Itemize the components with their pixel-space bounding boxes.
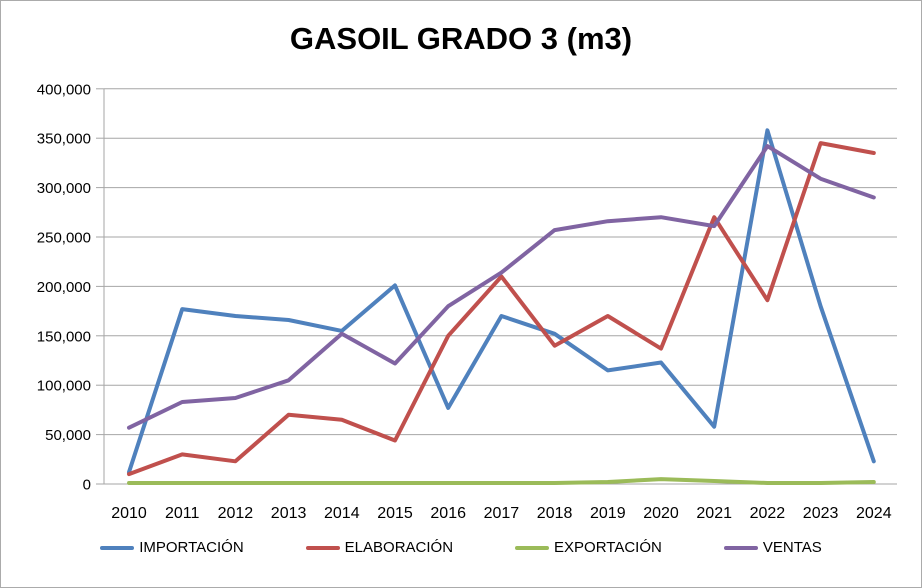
y-axis-label: 100,000 — [37, 378, 91, 395]
chart-legend: IMPORTACIÓN ELABORACIÓN EXPORTACIÓN VENTAS — [1, 539, 921, 556]
legend-label: ELABORACIÓN — [344, 539, 454, 556]
series-line-elaboración — [127, 141, 876, 477]
legend-item-exportación: EXPORTACIÓN — [515, 539, 662, 556]
legend-label: VENTAS — [762, 539, 822, 556]
x-axis-label: 2018 — [537, 505, 573, 522]
x-axis-label: 2020 — [643, 505, 679, 522]
x-axis-label: 2024 — [856, 505, 892, 522]
x-axis-label: 2022 — [750, 505, 786, 522]
x-axis-label: 2021 — [696, 505, 732, 522]
x-axis-label: 2012 — [218, 505, 254, 522]
chart-title: GASOIL GRADO 3 (m3) — [289, 21, 633, 56]
legend-swatch-importación — [100, 545, 135, 550]
legend-label: IMPORTACIÓN — [139, 539, 244, 556]
y-axis-label: 50,000 — [45, 427, 91, 444]
x-axis-label: 2019 — [590, 505, 626, 522]
y-axis-label: 300,000 — [37, 180, 91, 197]
x-axis-label: 2010 — [111, 505, 147, 522]
y-axis-label: 250,000 — [37, 230, 91, 247]
series-line-ventas — [127, 144, 876, 430]
x-axis-label: 2015 — [377, 505, 413, 522]
y-axis-label: 350,000 — [37, 131, 91, 148]
x-axis-label: 2014 — [324, 505, 360, 522]
legend-swatch-elaboración — [305, 545, 340, 550]
series-line-exportación — [127, 477, 876, 485]
series-line-importación — [127, 128, 876, 475]
legend-swatch-exportación — [515, 545, 550, 550]
legend-item-ventas: VENTAS — [723, 539, 822, 556]
legend-label: EXPORTACIÓN — [554, 539, 662, 556]
y-axis-label: 0 — [83, 477, 91, 494]
x-axis-label: 2017 — [484, 505, 520, 522]
y-axis-label: 150,000 — [37, 328, 91, 345]
x-axis-label: 2023 — [803, 505, 839, 522]
x-axis-label: 2011 — [165, 505, 200, 522]
legend-item-importación: IMPORTACIÓN — [100, 539, 244, 556]
legend-item-elaboración: ELABORACIÓN — [305, 539, 454, 556]
x-axis-label: 2016 — [430, 505, 466, 522]
line-chart-plot-area: 0 50,000 100,000 150,000 200,000 250,000 300,0… — [37, 81, 897, 522]
y-axis-label: 400,000 — [37, 81, 91, 98]
x-axis-label: 2013 — [271, 505, 307, 522]
y-axis-label: 200,000 — [37, 279, 91, 296]
legend-swatch-ventas — [723, 545, 758, 550]
